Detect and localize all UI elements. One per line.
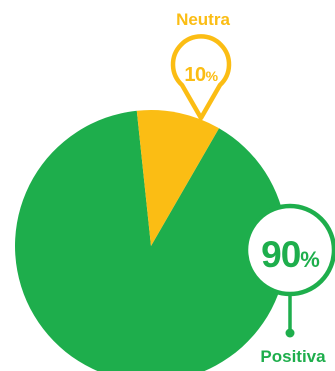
neutra-pin — [170, 34, 232, 121]
positiva-leader-dot — [285, 328, 295, 338]
callout-neutra: 10% Neutra — [170, 10, 232, 121]
positiva-value: 90 — [261, 234, 301, 275]
positiva-unit: % — [300, 247, 319, 272]
neutra-value-label: 10% — [184, 64, 218, 86]
pie-slice-positiva — [15, 110, 287, 371]
pie-slice-neutra — [136, 110, 219, 247]
positiva-value-label: 90% — [261, 234, 319, 275]
positiva-circle — [243, 203, 335, 297]
neutra-label: Neutra — [176, 10, 230, 29]
callout-positiva: 90% Positiva — [243, 203, 335, 366]
positiva-label: Positiva — [260, 347, 326, 366]
pie-slices — [15, 110, 287, 371]
neutra-unit: % — [206, 68, 219, 84]
neutra-value: 10 — [184, 64, 206, 86]
